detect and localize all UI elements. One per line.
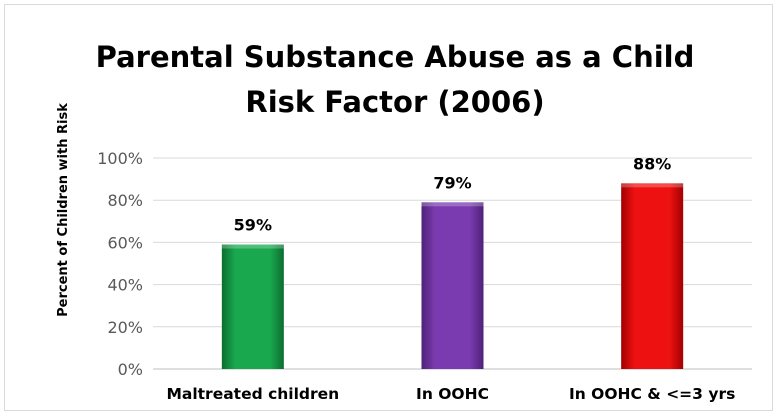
bar — [221, 244, 284, 369]
y-tick-label: 0% — [118, 360, 143, 379]
y-tick-label: 20% — [107, 318, 143, 337]
x-tick-label: In OOHC — [416, 385, 489, 403]
data-label: 88% — [633, 154, 671, 173]
bar-top-highlight — [621, 183, 684, 188]
bar-top-highlight — [221, 244, 284, 249]
y-tick-label: 100% — [97, 149, 143, 168]
bars — [221, 183, 684, 369]
y-tick-label: 60% — [107, 233, 143, 252]
bar-top-highlight — [421, 202, 484, 207]
bar — [621, 183, 684, 369]
chart-title-line-1: Parental Substance Abuse as a Child — [96, 40, 695, 74]
x-tick-label: In OOHC & <=3 yrs — [569, 385, 735, 403]
chart-title-line-2: Risk Factor (2006) — [245, 85, 544, 119]
bar — [421, 202, 484, 369]
y-tick-label: 80% — [107, 191, 143, 210]
data-label: 79% — [433, 173, 471, 192]
x-tick-label: Maltreated children — [166, 385, 339, 403]
chart-frame: Parental Substance Abuse as a Child Risk… — [4, 4, 773, 411]
y-tick-labels: 0% 20% 40% 60% 80% 100% — [97, 149, 143, 379]
y-tick-label: 40% — [107, 276, 143, 295]
x-tick-labels: Maltreated children In OOHC In OOHC & <=3 … — [166, 385, 735, 403]
y-axis-label: Percent of Children with Risk — [56, 103, 71, 317]
data-labels: 59% 79% 88% — [234, 154, 672, 234]
data-label: 59% — [234, 216, 272, 235]
bar-chart: Parental Substance Abuse as a Child Risk… — [56, 40, 752, 403]
